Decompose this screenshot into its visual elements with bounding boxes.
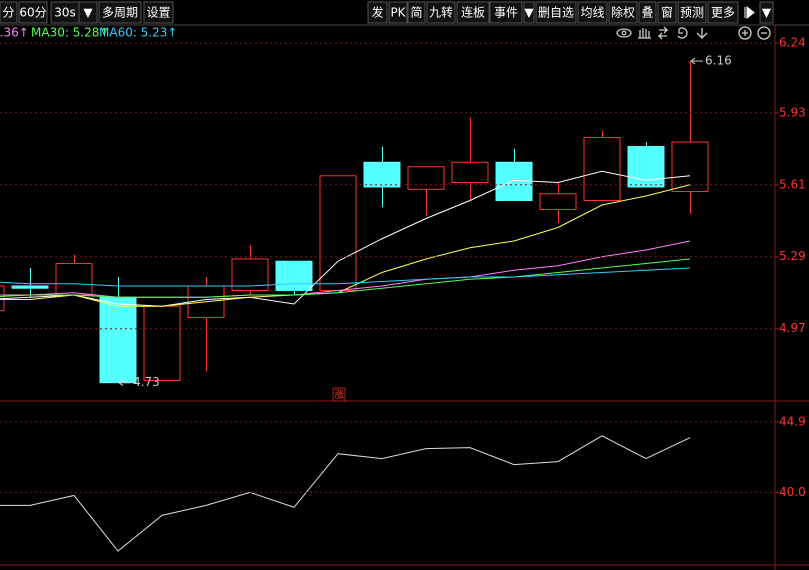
candle-body (583, 137, 621, 202)
toolbar-button[interactable] (577, 1, 608, 24)
candle-body (55, 262, 93, 296)
toolbar-button[interactable] (98, 1, 142, 24)
toolbar-label: 窗 (661, 6, 673, 20)
arrow-icon[interactable] (696, 28, 708, 39)
extreme-arrow (118, 379, 124, 387)
toolbar-button[interactable] (523, 1, 535, 24)
toolbar-label: 多周期 (102, 6, 138, 20)
plot-area: 6.16 4.73 (0, 54, 732, 552)
candle-body (363, 161, 401, 188)
hand-icon[interactable] (638, 28, 651, 39)
toolbar-label: ▼ (524, 6, 534, 20)
extreme-arrow (690, 57, 696, 65)
zoom-in-plus (742, 30, 748, 36)
toolbar-button[interactable] (638, 1, 657, 24)
toolbar-button[interactable] (456, 1, 490, 24)
toolbar-label: 均线 (580, 6, 604, 20)
swap-icon[interactable] (657, 26, 669, 40)
toolbar-button[interactable] (407, 1, 426, 24)
toolbar-button[interactable] (759, 1, 774, 24)
indicator-line (0, 435, 691, 552)
undo-icon[interactable] (677, 27, 688, 39)
candle-body (275, 260, 313, 291)
toolbar-label: 删自选 (538, 6, 574, 20)
candle-body (495, 161, 533, 202)
up-marker: 涨 (334, 389, 344, 401)
ma-legend: 5.36↑ (0, 26, 29, 40)
toolbar-label: 设置 (146, 6, 170, 20)
y-tick-label: 44.9 (779, 414, 806, 428)
toolbar-button[interactable] (677, 1, 707, 24)
toolbar-button[interactable] (489, 1, 523, 24)
candle-body (627, 146, 665, 188)
toolbar-label: 简 (410, 6, 422, 20)
y-tick-label: 5.61 (779, 177, 806, 191)
tool-icons (616, 26, 771, 40)
marker-box (332, 387, 346, 402)
toolbar-button[interactable] (0, 1, 18, 24)
zoom-out[interactable] (757, 26, 771, 40)
extreme-label: 6.16 (705, 54, 732, 68)
eye-icon[interactable] (616, 28, 632, 38)
candle-body (11, 285, 49, 289)
candle-body (671, 141, 709, 193)
indicator-line (0, 258, 691, 298)
y-tick-label: 5.29 (779, 249, 806, 263)
candle-body (319, 175, 357, 291)
indicator-line (0, 240, 691, 298)
toolbar-button[interactable] (18, 1, 48, 24)
toolbar-label: 叠 (641, 6, 653, 20)
ma-legend: MA30: 5.28↑ (31, 26, 109, 40)
toolbar-label: 预测 (680, 6, 704, 20)
toolbar-label: 九转 (429, 5, 453, 20)
candle-body (143, 305, 181, 381)
toolbar-button[interactable] (367, 1, 388, 24)
candle-body (99, 296, 137, 384)
extreme-label: 4.73 (133, 375, 160, 389)
indicator-line (0, 267, 691, 287)
candle-body (451, 161, 489, 184)
toolbar-button[interactable] (608, 1, 638, 24)
toolbar-button[interactable] (388, 1, 408, 24)
toolbar-button[interactable] (78, 1, 98, 24)
eye-pupil (621, 30, 627, 36)
y-tick-label: 6.24 (779, 36, 806, 50)
toolbar-label: 30s (54, 6, 76, 20)
ma-legend: MA60: 5.23↑ (99, 26, 177, 40)
toolbar-button[interactable] (657, 1, 677, 24)
toolbar-label: 事件 (494, 6, 518, 20)
toolbar-label: PK (390, 6, 406, 20)
candle-body (539, 193, 577, 211)
toolbar-button[interactable] (535, 1, 577, 24)
indicator-line (0, 170, 691, 307)
y-tick-label: 4.97 (779, 321, 806, 335)
toolbar-label: 分 (2, 6, 14, 20)
toolbar-label: 发 (371, 5, 383, 20)
y-tick-label: 40.0 (779, 485, 806, 499)
y-tick-label: 5.93 (779, 105, 806, 119)
toolbar-label: ▼ (83, 6, 93, 20)
expand-icon[interactable] (744, 5, 755, 20)
toolbar-button[interactable] (143, 1, 174, 24)
toolbar-label: 60分 (19, 6, 46, 20)
toolbar-button[interactable] (426, 1, 456, 24)
toolbar-label: 连板 (461, 5, 485, 20)
toolbar-label: 除权 (611, 5, 635, 20)
toolbar-label: 更多 (711, 6, 735, 20)
toolbar-label: ▼ (762, 6, 772, 20)
candle-body (407, 166, 445, 190)
toolbar-button[interactable] (707, 1, 739, 24)
zoom-in[interactable] (738, 26, 752, 40)
